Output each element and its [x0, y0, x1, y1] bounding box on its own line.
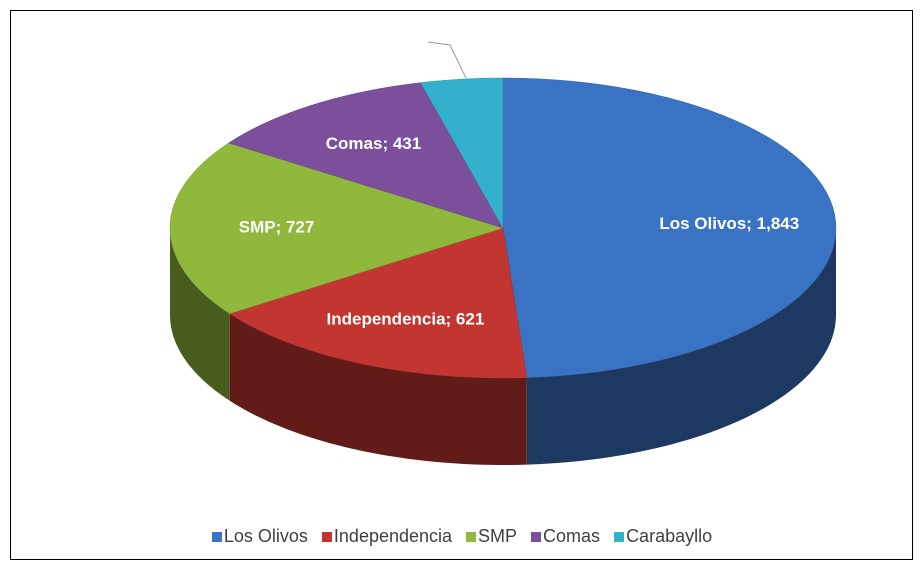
legend-swatch [614, 531, 625, 542]
pie-slice-side [229, 313, 527, 465]
legend-label: SMP [478, 526, 518, 546]
legend-swatch [531, 531, 542, 542]
legend-label: Independencia [333, 526, 453, 546]
legend-label: Carabayllo [626, 526, 713, 546]
legend-swatch [211, 531, 222, 542]
pie-slice [420, 77, 504, 229]
legend-swatch [321, 531, 332, 542]
legend-swatch [466, 531, 477, 542]
pie-slice [228, 82, 504, 229]
legend-label: Los Olivos [223, 526, 308, 546]
pie-slice [169, 142, 504, 314]
legend-item: Independencia [321, 526, 453, 547]
data-label: Independencia; 621 [327, 310, 485, 329]
leader-line [427, 41, 467, 79]
legend-item: Carabayllo [614, 526, 712, 547]
data-label: Comas; 431 [326, 134, 421, 153]
legend-item: Comas [531, 526, 600, 547]
pie-slice-side [526, 228, 836, 465]
legend-item: SMP [466, 526, 517, 547]
data-label: Los Olivos; 1,843 [659, 214, 799, 233]
pie-slice [502, 77, 837, 378]
legend: Los Olivos Independencia SMP Comas Carabayll… [0, 526, 924, 547]
pie-slice [229, 227, 528, 379]
data-label: SMP; 727 [239, 218, 315, 237]
legend-label: Comas [543, 526, 601, 546]
pie-slice-side [170, 228, 230, 401]
legend-item: Los Olivos [211, 526, 308, 547]
